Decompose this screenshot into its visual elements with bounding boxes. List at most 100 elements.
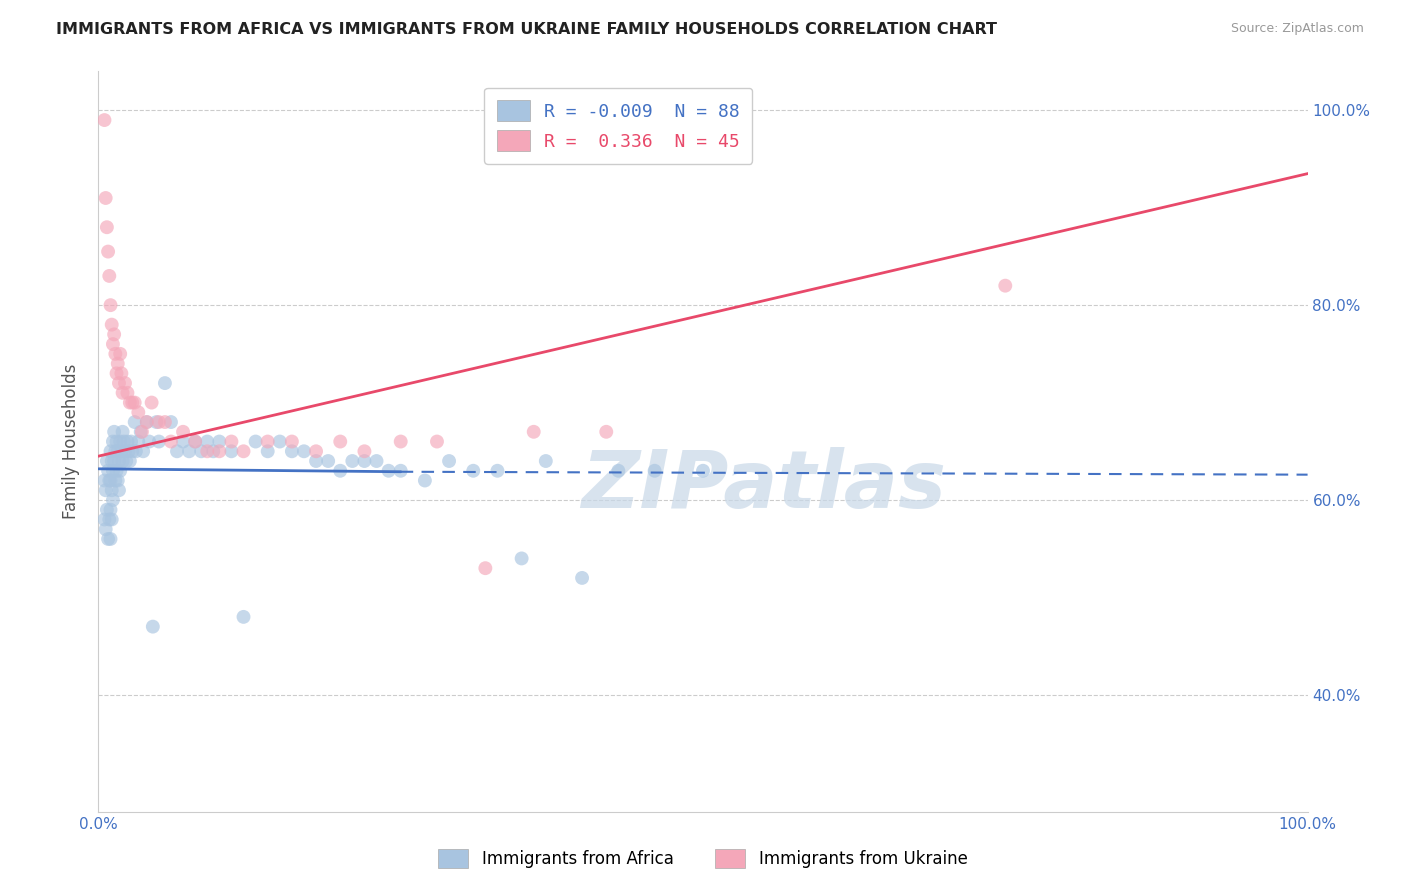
Point xyxy=(100,454,122,468)
Point xyxy=(353,454,375,468)
Point xyxy=(486,464,509,478)
Point xyxy=(120,434,142,449)
Point xyxy=(100,532,122,546)
Legend: R = -0.009  N = 88, R =  0.336  N = 45: R = -0.009 N = 88, R = 0.336 N = 45 xyxy=(485,87,752,164)
Point xyxy=(100,298,122,312)
Point xyxy=(94,522,117,536)
Point xyxy=(342,454,364,468)
Point xyxy=(107,474,129,488)
Point xyxy=(523,425,546,439)
Point xyxy=(111,385,134,400)
Point xyxy=(108,347,131,361)
Point xyxy=(269,434,291,449)
Point xyxy=(124,415,146,429)
Point xyxy=(101,434,124,449)
Point xyxy=(138,434,160,449)
Point xyxy=(107,357,129,371)
Point xyxy=(437,454,460,468)
Point xyxy=(105,434,128,449)
Legend: Immigrants from Africa, Immigrants from Ukraine: Immigrants from Africa, Immigrants from … xyxy=(432,842,974,875)
Point xyxy=(232,444,254,458)
Point xyxy=(208,444,231,458)
Point xyxy=(474,561,496,575)
Point xyxy=(256,434,278,449)
Point xyxy=(100,318,122,332)
Point xyxy=(125,444,148,458)
Point xyxy=(463,464,485,478)
Point xyxy=(93,474,115,488)
Point xyxy=(100,483,122,498)
Point xyxy=(145,415,167,429)
Point xyxy=(117,385,139,400)
Point xyxy=(108,483,131,498)
Point xyxy=(510,551,533,566)
Point xyxy=(98,268,121,283)
Point xyxy=(389,464,412,478)
Point xyxy=(100,512,122,526)
Point xyxy=(105,367,128,381)
Point xyxy=(101,493,124,508)
Point xyxy=(97,244,120,259)
Text: Source: ZipAtlas.com: Source: ZipAtlas.com xyxy=(1230,22,1364,36)
Point xyxy=(110,367,132,381)
Point xyxy=(107,444,129,458)
Point xyxy=(118,444,141,458)
Point xyxy=(103,454,125,468)
Point xyxy=(607,464,630,478)
Point xyxy=(353,444,375,458)
Point xyxy=(108,464,131,478)
Point xyxy=(184,434,207,449)
Point xyxy=(121,444,143,458)
Point xyxy=(202,444,225,458)
Point xyxy=(208,434,231,449)
Point xyxy=(111,454,134,468)
Point xyxy=(329,464,352,478)
Point xyxy=(305,444,328,458)
Point xyxy=(366,454,388,468)
Point xyxy=(141,395,163,409)
Point xyxy=(305,454,328,468)
Point xyxy=(132,444,155,458)
Point xyxy=(94,191,117,205)
Point xyxy=(100,502,122,516)
Point xyxy=(426,434,449,449)
Point xyxy=(118,454,141,468)
Point xyxy=(179,444,201,458)
Point xyxy=(114,376,136,390)
Point xyxy=(195,434,218,449)
Point xyxy=(413,474,436,488)
Point xyxy=(166,444,188,458)
Point xyxy=(195,444,218,458)
Point xyxy=(281,444,304,458)
Point xyxy=(172,425,194,439)
Point xyxy=(108,454,131,468)
Point xyxy=(644,464,666,478)
Point xyxy=(96,454,118,468)
Point xyxy=(114,444,136,458)
Point xyxy=(142,620,165,634)
Point xyxy=(221,444,243,458)
Point xyxy=(98,474,121,488)
Point xyxy=(124,395,146,409)
Point xyxy=(108,434,131,449)
Point xyxy=(160,434,183,449)
Point xyxy=(117,434,139,449)
Point xyxy=(104,474,127,488)
Point xyxy=(184,434,207,449)
Point xyxy=(153,415,176,429)
Point xyxy=(100,444,122,458)
Point xyxy=(115,454,138,468)
Point xyxy=(96,502,118,516)
Point xyxy=(131,425,153,439)
Point xyxy=(595,425,617,439)
Point xyxy=(101,337,124,351)
Point xyxy=(97,464,120,478)
Point xyxy=(135,415,157,429)
Point xyxy=(127,405,149,419)
Point xyxy=(148,434,170,449)
Point xyxy=(121,395,143,409)
Point xyxy=(112,434,135,449)
Point xyxy=(148,415,170,429)
Point xyxy=(153,376,176,390)
Text: IMMIGRANTS FROM AFRICA VS IMMIGRANTS FROM UKRAINE FAMILY HOUSEHOLDS CORRELATION : IMMIGRANTS FROM AFRICA VS IMMIGRANTS FRO… xyxy=(56,22,997,37)
